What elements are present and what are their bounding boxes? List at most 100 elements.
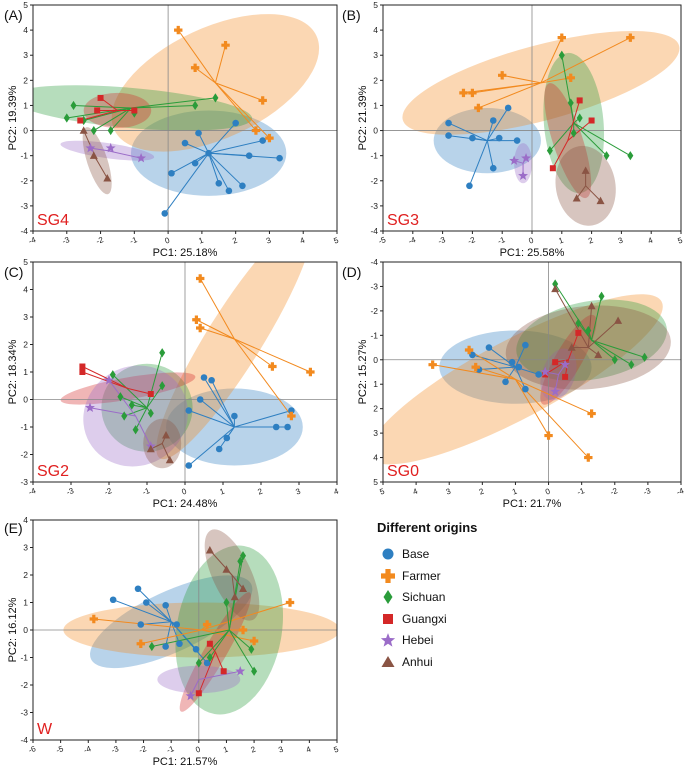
- spider-line-guangxi: [127, 388, 151, 395]
- point-hebei: [540, 366, 551, 377]
- spider-line-farmer: [201, 602, 291, 631]
- point-anhui: [89, 151, 98, 159]
- point-base: [109, 596, 117, 604]
- y-tick-label: -4: [370, 257, 378, 267]
- x-tick-label: -2: [103, 486, 113, 497]
- legend-label: Sichuan: [402, 590, 446, 604]
- legend-item-hebei: Hebei: [380, 631, 433, 649]
- spider-line-sichuan: [573, 122, 607, 157]
- x-tick-label: 4: [412, 486, 420, 496]
- y-tick-label: -4: [20, 735, 28, 745]
- y-tick-label: -1: [370, 330, 378, 340]
- point-base: [489, 117, 497, 124]
- y-axis-label: PC2: 15.27%: [357, 339, 369, 404]
- spider-line-farmer: [540, 37, 631, 84]
- x-tick-label: -4: [83, 744, 93, 755]
- spider-line-farmer: [478, 82, 542, 109]
- y-tick-label: -2: [20, 450, 28, 460]
- point-sichuan: [107, 125, 114, 136]
- spider-line-base: [208, 152, 220, 184]
- x-tick-label: -5: [55, 744, 65, 755]
- spider-line-base: [208, 140, 263, 154]
- spider-line-base: [486, 140, 494, 169]
- spider-line-sichuan: [591, 339, 616, 361]
- x-tick-label: 4: [299, 235, 307, 245]
- panel-letter: (E): [4, 520, 23, 536]
- plot-area: [33, 262, 337, 482]
- point-farmer: [196, 274, 205, 283]
- point-anhui: [594, 350, 603, 359]
- x-axis-label: PC1: 25.58%: [500, 247, 565, 259]
- point-base: [196, 396, 204, 403]
- point-sichuan: [159, 348, 166, 358]
- point-guangxi: [588, 117, 595, 124]
- spider-line-sichuan: [93, 107, 132, 131]
- point-farmer: [174, 25, 183, 35]
- y-tick-label: 1: [23, 367, 28, 377]
- y-tick-label: 2: [373, 75, 378, 85]
- spider-line-anhui: [587, 320, 619, 348]
- spider-line-base: [486, 120, 494, 141]
- point-base: [161, 210, 169, 217]
- point-sichuan: [251, 666, 258, 676]
- spider-line-sichuan: [225, 602, 230, 631]
- y-tick-label: -2: [370, 306, 378, 316]
- spider-line-sichuan: [549, 122, 575, 151]
- y-tick-label: 1: [373, 379, 378, 389]
- y-tick-label: 2: [23, 570, 28, 580]
- y-tick-label: -3: [370, 201, 378, 211]
- point-base: [215, 179, 223, 187]
- point-base: [143, 599, 150, 606]
- y-tick-label: 5: [373, 477, 378, 487]
- spider-line-sichuan: [228, 629, 252, 650]
- x-tick-label: 3: [295, 486, 303, 496]
- point-anhui: [581, 166, 590, 174]
- spider-line-farmer: [234, 338, 273, 367]
- point-base: [191, 159, 199, 167]
- y-tick-label: 4: [23, 515, 28, 525]
- point-sichuan: [552, 279, 559, 289]
- point-sichuan: [109, 370, 116, 380]
- spider-line-farmer: [215, 82, 257, 131]
- x-tick-label: 1: [222, 744, 230, 754]
- x-tick-label: 0: [544, 486, 552, 496]
- x-tick-label: 3: [265, 235, 273, 245]
- point-base: [259, 137, 266, 144]
- point-guangxi: [576, 97, 583, 104]
- panel-tag: SG3: [387, 212, 419, 229]
- spider-line-anhui: [231, 574, 236, 598]
- point-guangxi: [562, 373, 569, 380]
- panel-letter: (C): [4, 264, 23, 280]
- point-base: [504, 104, 512, 112]
- point-base: [185, 407, 193, 414]
- point-sichuan: [212, 93, 219, 103]
- point-base: [200, 374, 208, 381]
- point-hebei: [235, 666, 246, 676]
- point-guangxi: [131, 107, 138, 114]
- plot-area: [33, 520, 337, 740]
- y-tick-label: 4: [23, 25, 28, 35]
- point-farmer: [557, 33, 566, 42]
- y-axis-label: PC2: 19.39%: [7, 85, 19, 150]
- point-hebei: [136, 152, 147, 163]
- point-sichuan: [598, 291, 605, 301]
- spider-line-anhui: [576, 185, 587, 199]
- spider-line-base: [198, 132, 210, 154]
- spider-line-farmer: [468, 349, 516, 380]
- point-farmer: [544, 431, 553, 440]
- spider-line-base: [486, 107, 509, 141]
- spider-line-base: [188, 426, 235, 466]
- point-hebei: [104, 375, 114, 385]
- y-tick-label: -1: [370, 151, 378, 161]
- spider-line-sichuan: [228, 629, 255, 672]
- point-farmer: [474, 103, 483, 113]
- spider-line-anhui: [96, 160, 108, 179]
- point-base: [485, 344, 493, 351]
- point-guangxi: [195, 690, 202, 697]
- spider-line-base: [188, 410, 235, 428]
- y-tick-label: -1: [20, 151, 28, 161]
- x-tick-label: 4: [305, 744, 313, 754]
- point-sichuan: [576, 113, 583, 123]
- spider-line-sichuan: [591, 296, 603, 341]
- x-tick-label: -3: [110, 744, 120, 755]
